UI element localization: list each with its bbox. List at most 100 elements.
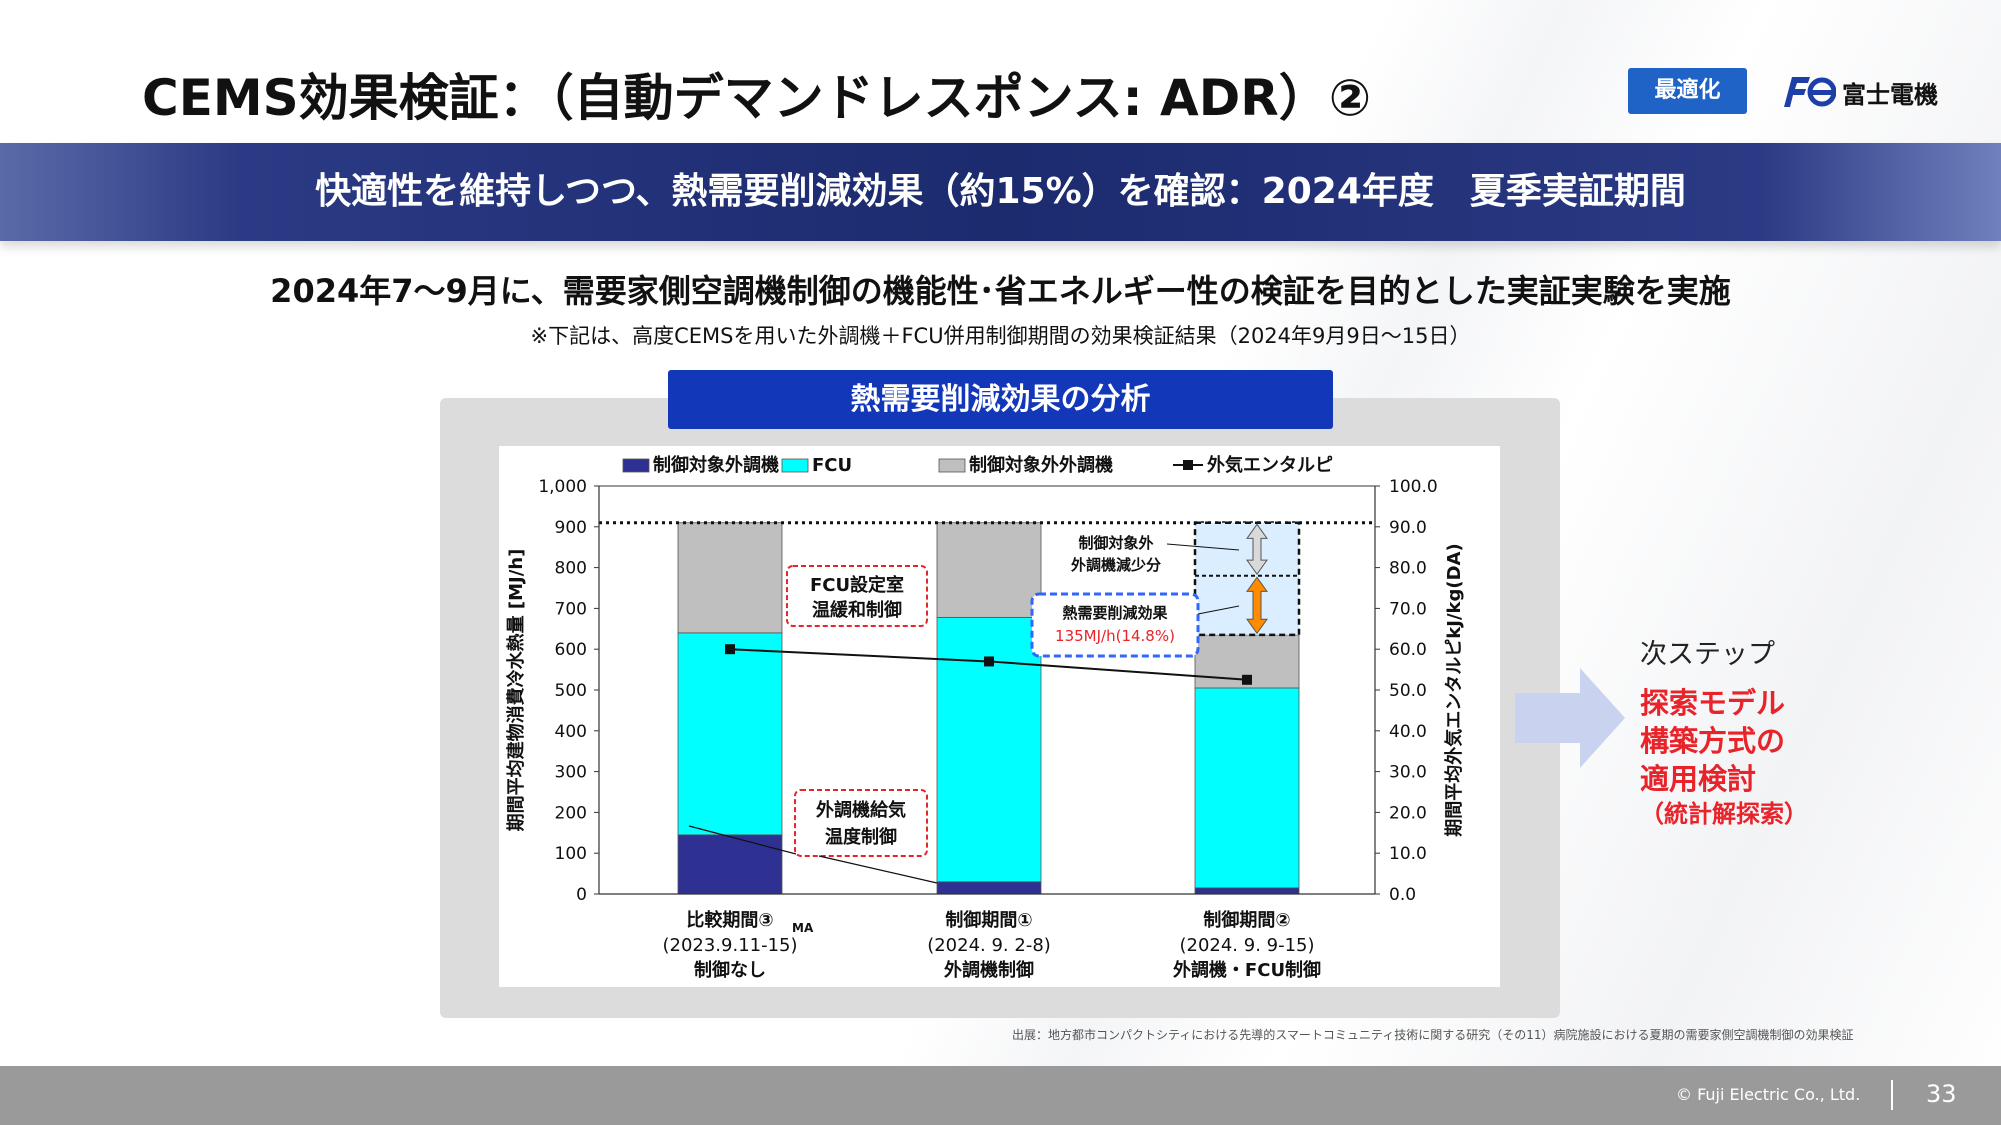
y-axis-title: 期間平均建物消費冷水熱量 [MJ/h] [505,549,527,832]
legend-label-3: 制御対象外外調機 [969,454,1113,476]
source-citation: 出展：地方都市コンパクトシティにおける先導的スマートコミュニティ技術に関する研究… [1012,1028,1854,1042]
bar-segment-2-3 [1194,687,1300,889]
company-logo: 富士電機 [1780,72,1938,112]
bar-segment-3-2 [936,522,1042,618]
non-target-decrease-arrow [1246,523,1268,575]
effect-leader [1197,605,1240,615]
enthalpy-point-2 [984,656,994,667]
category-label-2-3: 外調機制御 [944,959,1034,981]
category-badge: 最適化 [1628,68,1747,114]
category-label-2-2: (2024. 9. 2-8) [927,935,1051,956]
next-step-label: 次ステップ [1640,639,1775,670]
y-right-tick-label: 0.0 [1389,885,1416,905]
next-step-line-2: 構築方式の [1640,724,1786,758]
chart-container: 0 100 200 300 400 500 600 700 800 900 1,000 0.0 10.0… [499,446,1500,987]
footer-divider [1891,1080,1893,1110]
y-tick-label: 900 [555,518,587,538]
copyright: © Fuji Electric Co., Ltd. [1676,1085,1861,1104]
category-subscript: MA [792,921,814,935]
lead-note: ※下記は、高度CEMSを用いた外調機＋FCU併用制御期間の効果検証結果（2024… [530,324,1471,348]
category-label-1-1: 比較期間③ [686,909,773,931]
lead-text: 2024年7～9月に、需要家側空調機制御の機能性･省エネルギー性の検証を目的とし… [270,272,1731,310]
legend-swatch-1 [622,458,650,473]
fcu-callout-line-1: FCU設定室 [810,574,904,596]
bar-segment-3-1 [677,522,783,634]
y-tick-label: 400 [555,722,587,742]
fcu-callout-box [786,565,928,627]
y-right-tick-label: 80.0 [1389,559,1427,579]
bars [677,522,1300,895]
y-tick-label: 100 [555,844,587,864]
category-label-3-2: (2024. 9. 9-15) [1179,935,1314,956]
category-labels: 比較期間③ (2023.9.11-15) 制御なし 制御期間① (2024. 9. 2-… [662,909,1321,981]
next-step-line-3: 適用検討 [1640,762,1757,796]
tick-labels: 0 100 200 300 400 500 600 700 800 900 1,000 0.0 10.0… [505,477,1465,905]
y-right-tick-label: 100.0 [1389,477,1438,497]
legend-swatch-3 [938,458,966,473]
category-label-2-1: 制御期間① [945,909,1032,931]
next-step-arrow-icon [1515,668,1625,768]
supply-callout-box [794,789,928,857]
logo-text: 富士電機 [1842,80,1938,109]
enthalpy-point-3 [1242,674,1252,685]
legend-label-1: 制御対象外調機 [653,454,779,476]
fuji-logo-icon [1784,77,1836,107]
key-message-text: 快適性を維持しつつ、熱需要削減効果（約15%）を確認：2024年度 夏季実証期間 [315,171,1686,212]
supply-leader-1 [688,825,797,855]
next-step-line-1: 探索モデル [1640,686,1786,720]
page-title: CEMS効果検証：（自動デマンドレスポンス: ADR）② [142,69,1372,127]
supply-leader-2 [818,855,938,884]
bar-segment-1-3 [1194,887,1300,895]
key-message-banner [0,143,2001,241]
y-right-tick-label: 10.0 [1389,844,1427,864]
y-tick-label: 300 [555,763,587,783]
category-label-3-3: 外調機・FCU制御 [1173,959,1321,981]
y-right-tick-label: 70.0 [1389,599,1427,619]
category-label-1-2: (2023.9.11-15) [662,935,797,956]
supply-callout-line-1: 外調機給気 [816,799,906,821]
chart-panel-title: 熱需要削減効果の分析 [668,370,1333,429]
y-tick-label: 0 [576,885,587,905]
footer-bar [0,1066,2001,1125]
y-tick-label: 600 [555,640,587,660]
supply-callout-line-2: 温度制御 [825,826,897,848]
y-right-tick-label: 60.0 [1389,640,1427,660]
legend-line-marker [1183,460,1193,470]
next-step-sub: （統計解探索） [1640,800,1808,828]
effect-callout-title: 熱需要削減効果 [1062,604,1168,622]
fcu-callout-line-2: 温緩和制御 [812,599,902,621]
y-right-tick-label: 30.0 [1389,763,1427,783]
page-number: 33 [1926,1080,1957,1108]
reference-line-group [599,521,1375,637]
y-tick-label: 700 [555,599,587,619]
enthalpy-point-1 [725,644,735,655]
bar-segment-2-1 [677,632,783,836]
y-tick-label: 1,000 [538,477,587,497]
legend-label-2: FCU [812,455,852,476]
y-right-tick-label: 50.0 [1389,681,1427,701]
category-label-1-3: 制御なし [694,959,766,981]
reduction-box [1193,521,1301,637]
y-tick-label: 800 [555,559,587,579]
enthalpy-line [725,644,1252,685]
y-right-tick-label: 90.0 [1389,518,1427,538]
legend-swatch-2 [781,458,809,473]
effect-callout-box [1030,592,1200,658]
non-target-label-line-2: 外調機減少分 [1070,556,1161,574]
effect-callout-value: 135MJ/h(14.8%) [1055,627,1175,645]
y-right-tick-label: 40.0 [1389,722,1427,742]
bar-segment-1-2 [936,881,1042,895]
heat-effect-arrow [1246,576,1268,635]
bar-segment-1-1 [677,834,783,895]
y-tick-label: 500 [555,681,587,701]
non-target-leader [1166,543,1240,551]
non-target-label-line-1: 制御対象外 [1078,534,1153,552]
category-label-3-1: 制御期間② [1203,909,1290,931]
y-right-tick-label: 20.0 [1389,803,1427,823]
y-tick-label: 200 [555,803,587,823]
stacked-bar-chart: 0 100 200 300 400 500 600 700 800 900 1,000 0.0 10.0… [505,454,1465,981]
legend-label-4: 外気エンタルピ [1207,454,1333,476]
legend: 制御対象外調機 FCU 制御対象外外調機 外気エンタルピ [622,454,1333,476]
y-right-axis-title: 期間平均外気エンタルピkJ/kg(DA) [1443,543,1465,836]
